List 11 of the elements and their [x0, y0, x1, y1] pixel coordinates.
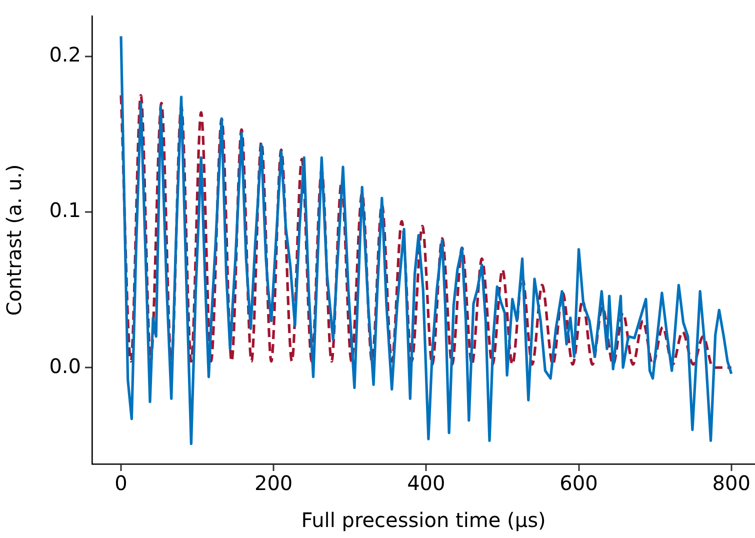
- line-series: [120, 94, 733, 369]
- x-axis-title: Full precession time (µs): [301, 508, 546, 532]
- y-tick-label: 0.2: [49, 42, 81, 67]
- x-tick-label: 600: [560, 471, 598, 496]
- y-tick-label: 0.1: [49, 198, 81, 222]
- x-tick-label: 800: [712, 471, 750, 496]
- x-tick-label: 0: [114, 471, 128, 496]
- y-tick-label: 0.0: [49, 354, 81, 378]
- y-axis-title: Contrast (a. u.): [2, 164, 26, 316]
- x-tick-label: 200: [254, 471, 293, 496]
- x-tick-label: 400: [407, 471, 446, 496]
